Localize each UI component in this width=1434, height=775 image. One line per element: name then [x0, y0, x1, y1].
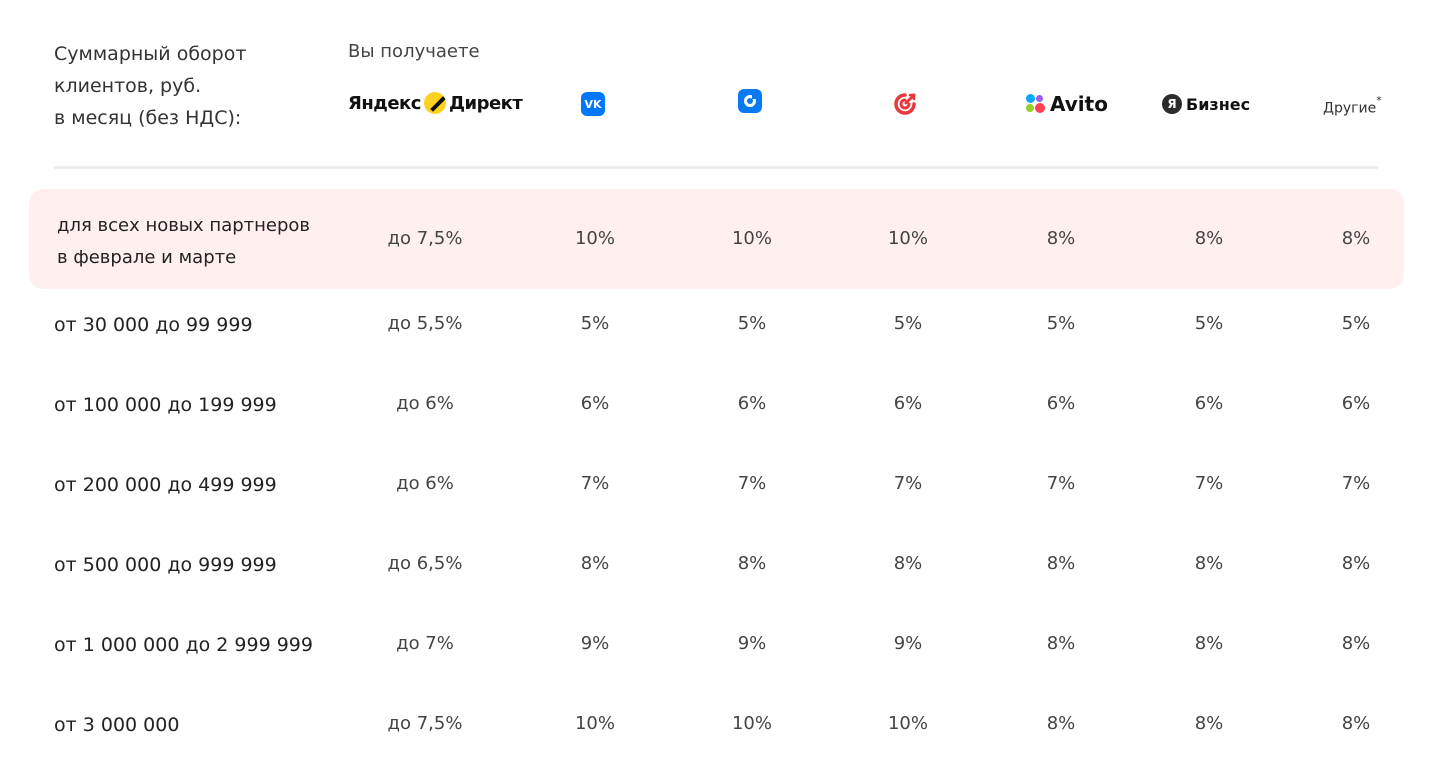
rate-cell: 9% — [737, 633, 767, 654]
avito-logo: Avito — [1026, 92, 1108, 116]
rate-cell: 7% — [737, 473, 767, 494]
row-label: от 3 000 000 — [54, 714, 180, 736]
rate-cell: 8% — [1046, 713, 1076, 734]
rate-cell: до 7,5% — [387, 228, 463, 249]
others-footnote-mark: * — [1376, 94, 1382, 107]
row-label: от 1 000 000 до 2 999 999 — [54, 634, 313, 656]
rate-cell: 8% — [1194, 553, 1224, 574]
rate-cell: до 7% — [396, 633, 454, 654]
rate-cell: 9% — [580, 633, 610, 654]
rate-cell: 6% — [1194, 393, 1224, 414]
rate-cell: 10% — [731, 713, 772, 734]
row-label: от 30 000 до 99 999 — [54, 314, 253, 336]
rate-cell: 5% — [893, 313, 923, 334]
row-label: от 500 000 до 999 999 — [54, 554, 277, 576]
yandex-direct-word-1: Яндекс — [348, 92, 421, 114]
rate-cell: 6% — [580, 393, 610, 414]
rate-cell: 8% — [1341, 633, 1371, 654]
turnover-column-header: Суммарный оборот клиентов, руб. в месяц … — [54, 43, 247, 129]
others-label: Другие — [1323, 100, 1377, 117]
rate-cell: до 7,5% — [387, 713, 463, 734]
mytarget-ring — [744, 94, 757, 107]
header-divider — [54, 166, 1378, 169]
rate-cell: 6% — [1046, 393, 1076, 414]
yandex-direct-word-2: Директ — [448, 92, 523, 114]
others-header: Другие* — [1323, 94, 1382, 117]
my-target-red-icon — [892, 91, 918, 117]
rate-cell: 8% — [1194, 713, 1224, 734]
rate-cell: 5% — [1341, 313, 1371, 334]
rate-cell: 9% — [893, 633, 923, 654]
rate-cell: 10% — [887, 713, 928, 734]
rate-cell: 8% — [893, 553, 923, 574]
rate-cell: 8% — [1046, 553, 1076, 574]
rate-cell: 10% — [574, 228, 615, 249]
avito-dots-icon — [1026, 94, 1046, 114]
row-label: от 200 000 до 499 999 — [54, 474, 277, 496]
rate-cell: до 5,5% — [387, 313, 463, 334]
yandex-business-wordmark: Бизнес — [1186, 94, 1251, 114]
rate-cell: до 6,5% — [387, 553, 463, 574]
rate-cell: 10% — [887, 228, 928, 249]
rate-cell: 7% — [1046, 473, 1076, 494]
rate-cell: 8% — [1341, 228, 1371, 249]
rate-cell: 7% — [1341, 473, 1371, 494]
rate-cell: 5% — [737, 313, 767, 334]
rate-cell: 6% — [893, 393, 923, 414]
rate-cell: до 6% — [396, 393, 454, 414]
rate-cell: 7% — [893, 473, 923, 494]
rate-cell: 5% — [1194, 313, 1224, 334]
avito-wordmark: Avito — [1050, 92, 1108, 116]
rate-cell: 10% — [574, 713, 615, 734]
you-get-header: Вы получаете — [348, 41, 480, 62]
rate-cell: 8% — [1046, 228, 1076, 249]
rate-cell: 10% — [731, 228, 772, 249]
row-label: для всех новых партнеров в феврале и мар… — [57, 215, 311, 268]
row-label: от 100 000 до 199 999 — [54, 394, 277, 416]
rate-cell: 6% — [737, 393, 767, 414]
rate-cell: до 6% — [396, 473, 454, 494]
rate-cell: 8% — [1194, 633, 1224, 654]
rate-cell: 6% — [1341, 393, 1371, 414]
rate-cell: 5% — [1046, 313, 1076, 334]
rate-cell: 8% — [1341, 713, 1371, 734]
yandex-business-logo: Я Бизнес — [1162, 94, 1250, 114]
mytarget-icon — [738, 89, 762, 113]
rate-cell: 8% — [580, 553, 610, 574]
rate-cell: 8% — [737, 553, 767, 574]
vk-icon-text: VK — [584, 97, 602, 111]
rate-cell: 7% — [580, 473, 610, 494]
yandex-direct-icon — [423, 92, 446, 114]
rate-cell: 8% — [1194, 228, 1224, 249]
yandex-business-icon: Я — [1162, 94, 1182, 114]
rate-cell: 5% — [580, 313, 610, 334]
vk-icon: VK — [581, 92, 605, 116]
rate-cell: 8% — [1341, 553, 1371, 574]
rate-cell: 7% — [1194, 473, 1224, 494]
rate-cell: 8% — [1046, 633, 1076, 654]
promo-row-highlight — [29, 189, 1404, 289]
yandex-direct-logo: Яндекс Директ — [348, 92, 523, 114]
